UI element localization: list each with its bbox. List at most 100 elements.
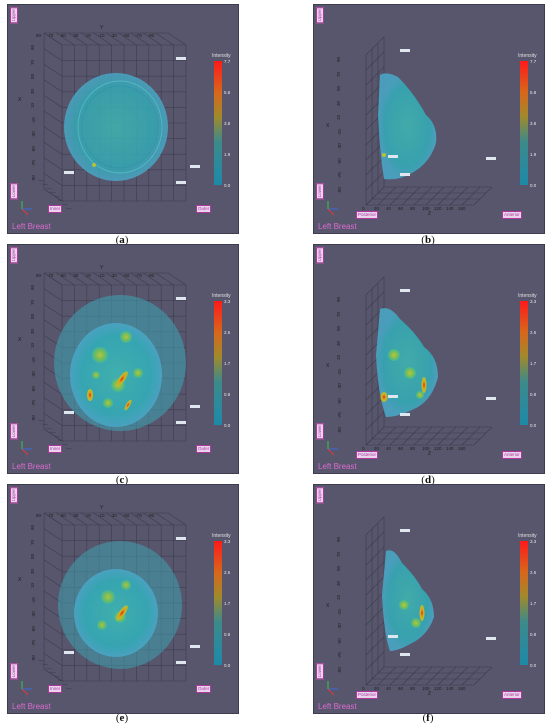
axis-y-label: Y (100, 265, 104, 271)
tick-label: -90 (147, 513, 155, 518)
tick-label: -90 (147, 33, 155, 38)
tick-label: 160 (458, 206, 466, 211)
tick-label: 0 (362, 446, 365, 451)
side-label: Left Breast (12, 702, 51, 711)
panel-front-view: Intensity 3.3 2.5 1.7 0.8 0.0 Upper Lower Inner O… (7, 244, 239, 474)
tick-label: 30 (73, 273, 79, 278)
lower-tag: Lower (10, 183, 18, 200)
tick-label: 100 (422, 446, 430, 451)
panel-side-view: Intensity 7.7 5.8 3.8 1.9 0.0 Upper Lower Poster… (313, 4, 545, 234)
marker-label (176, 421, 186, 424)
upper-tag: Upper (10, 247, 18, 264)
marker-label (388, 155, 398, 158)
colorbar-tick: 0.8 (224, 392, 231, 397)
axis-x-label: X (326, 123, 330, 129)
tick-label: -10 (98, 273, 105, 278)
tick-label: 90 (36, 513, 42, 518)
tick-label: -50 (30, 385, 36, 393)
figure-e: Intensity 3.3 2.5 1.7 0.8 0.0 Upper Lower Inner O… (7, 484, 239, 724)
tick-label: 100 (422, 686, 430, 691)
tick-label: 120 (434, 446, 442, 451)
tick-label: -50 (336, 157, 342, 165)
caption-c: (c) (115, 474, 129, 486)
tick-label: 90 (30, 284, 36, 291)
marker-label (176, 297, 186, 300)
breast-volume (382, 550, 434, 651)
tick-label: 0 (362, 686, 365, 691)
colorbar-tick: 3.8 (530, 121, 537, 126)
colorbar-tick: 3.3 (530, 299, 537, 304)
tick-label: -10 (336, 368, 342, 376)
colorbar-tick: 0.0 (224, 663, 231, 668)
tick-label: 120 (434, 206, 442, 211)
axis-x-label: X (18, 97, 22, 103)
tick-label: 50 (336, 325, 342, 332)
tick-label: 60 (398, 446, 404, 451)
caption-f: (f) (422, 712, 434, 724)
colorbar-tick: 5.8 (530, 90, 537, 95)
tick-label: 70 (336, 311, 342, 317)
lower-tag: Lower (10, 423, 18, 440)
marker-label (400, 49, 410, 52)
colorbar-tick: 0.0 (530, 423, 537, 428)
panel-side-view: Intensity 3.3 2.5 1.7 0.8 0.0 Upper Lower Poster… (313, 244, 545, 474)
tick-label: 10 (85, 513, 91, 518)
inner-tag: Inner (48, 685, 63, 693)
colorbar-title: Intensity (212, 53, 231, 59)
tick-label: 80 (410, 686, 416, 691)
tick-label: 60 (398, 206, 404, 211)
anterior-tag: Anterior (502, 691, 522, 699)
figure-b: Intensity 7.7 5.8 3.8 1.9 0.0 Upper Lower Poster… (313, 4, 545, 246)
posterior-tag: Posterior (356, 691, 379, 699)
caption-d: (d) (421, 474, 435, 486)
tick-label: -70 (30, 160, 36, 167)
axis-y-label: Y (100, 505, 104, 511)
tick-label: -70 (30, 640, 36, 647)
colorbar-tick: 0.8 (224, 632, 231, 637)
tick-label: -30 (30, 371, 36, 378)
tick-label: -30 (30, 131, 36, 138)
tick-label: 70 (48, 513, 54, 518)
tick-label: 10 (85, 273, 91, 278)
tick-label: 90 (336, 56, 342, 63)
tick-label: -10 (336, 128, 342, 136)
colorbar-tick: 0.0 (530, 663, 537, 668)
tick-label: 90 (336, 296, 342, 303)
axis-triad-icon (327, 681, 338, 696)
marker-label (190, 165, 200, 168)
colorbar-tick: 7.7 (224, 59, 231, 64)
panel-front-view: Intensity 3.3 2.5 1.7 0.8 0.0 Upper Lower Inner O… (7, 484, 239, 714)
colorbar-tick: 1.9 (530, 152, 537, 157)
tick-label: -10 (98, 33, 105, 38)
tick-label: 80 (410, 446, 416, 451)
marker-label (176, 661, 186, 664)
tick-label: 50 (30, 313, 36, 320)
colorbar (214, 541, 222, 665)
tick-label: -90 (30, 414, 36, 422)
tick-label: -30 (110, 513, 117, 518)
inner-tag: Inner (48, 205, 63, 213)
colorbar-tick: 5.8 (224, 90, 231, 95)
colorbar-tick: 3.3 (224, 539, 231, 544)
colorbar-title: Intensity (518, 293, 537, 299)
colorbar (520, 541, 528, 665)
tick-label: -30 (110, 33, 117, 38)
marker-label (486, 397, 496, 400)
marker-label (64, 171, 74, 174)
tick-label: -50 (122, 33, 130, 38)
axis-y-label: Y (100, 25, 104, 31)
colorbar-tick: 0.0 (224, 183, 231, 188)
tick-label: 10 (30, 342, 36, 349)
anterior-tag: Anterior (502, 451, 522, 459)
tick-label: 10 (336, 354, 342, 361)
marker-label (400, 289, 410, 292)
tick-label: 90 (336, 536, 342, 543)
panel-front-view: Intensity 7.7 5.8 3.8 1.9 0.0 Upper Lower Inner O… (7, 4, 239, 234)
side-label: Left Breast (318, 702, 357, 711)
marker-label (176, 537, 186, 540)
colorbar-tick: 0.0 (224, 423, 231, 428)
colorbar-title: Intensity (212, 293, 231, 299)
tick-label: -50 (122, 273, 130, 278)
upper-tag: Upper (10, 7, 18, 24)
tick-label: -70 (336, 412, 342, 419)
